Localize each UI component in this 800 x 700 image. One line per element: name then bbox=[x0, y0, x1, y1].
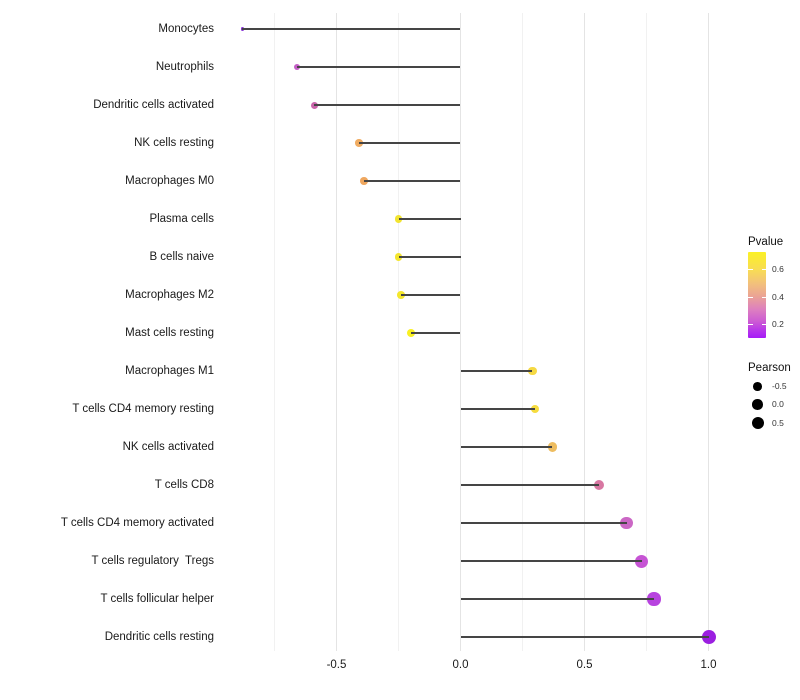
lollipop-dot bbox=[394, 253, 403, 261]
gridline-major bbox=[336, 13, 337, 651]
colorbar-tick-label: 0.4 bbox=[772, 291, 784, 302]
lollipop-dot bbox=[355, 139, 363, 147]
x-tick-label: 1.0 bbox=[700, 659, 717, 671]
colorbar-tick bbox=[761, 269, 766, 271]
x-tick-label: 0.0 bbox=[452, 659, 469, 671]
lollipop-dot bbox=[528, 366, 537, 376]
category-label: Plasma cells bbox=[149, 213, 214, 225]
category-label: Macrophages M2 bbox=[125, 289, 214, 301]
lollipop-stem bbox=[363, 180, 461, 182]
category-label: NK cells resting bbox=[134, 137, 214, 149]
pearson-legend-dot bbox=[753, 382, 762, 391]
lollipop-dot bbox=[394, 215, 403, 223]
gridline-minor bbox=[646, 13, 647, 651]
gridline-major bbox=[708, 13, 709, 651]
lollipop-stem bbox=[460, 598, 654, 600]
colorbar-tick bbox=[761, 323, 766, 325]
colorbar-tick bbox=[748, 296, 753, 298]
category-label: Dendritic cells resting bbox=[104, 631, 214, 643]
x-tick-label: -0.5 bbox=[326, 659, 347, 671]
gridline-minor bbox=[274, 13, 275, 651]
category-label: T cells regulatory Tregs bbox=[91, 555, 214, 567]
colorbar-tick-label: 0.2 bbox=[772, 318, 784, 329]
lollipop-dot bbox=[530, 404, 540, 414]
category-label: Macrophages M1 bbox=[125, 365, 214, 377]
lollipop-stem bbox=[460, 484, 600, 486]
lollipop-dot bbox=[594, 480, 605, 490]
category-label: T cells CD8 bbox=[154, 479, 214, 491]
lollipop-stem bbox=[460, 408, 535, 410]
category-label: B cells naive bbox=[149, 251, 214, 263]
gridline-major bbox=[460, 13, 461, 651]
lollipop-dot bbox=[620, 516, 633, 530]
lollipop-stem bbox=[460, 636, 709, 638]
category-label: T cells CD4 memory activated bbox=[60, 517, 214, 529]
category-label: T cells follicular helper bbox=[100, 593, 214, 605]
lollipop-dot bbox=[701, 630, 716, 644]
pearson-legend: Pearson -0.5 0.0 0.5 bbox=[748, 362, 800, 437]
lollipop-stem bbox=[460, 446, 553, 448]
gridline-major bbox=[584, 13, 585, 651]
lollipop-stem bbox=[410, 332, 461, 334]
lollipop-stem bbox=[398, 256, 461, 258]
gridline-minor bbox=[522, 13, 523, 651]
lollipop-dot bbox=[240, 27, 244, 31]
pearson-legend-label: 0.5 bbox=[772, 417, 784, 428]
lollipop-stem bbox=[314, 104, 461, 106]
pearson-legend-dot bbox=[752, 399, 763, 411]
x-tick-label: 0.5 bbox=[576, 659, 593, 671]
lollipop-stem bbox=[296, 66, 461, 68]
category-label: Monocytes bbox=[158, 23, 214, 35]
lollipop-dot bbox=[635, 554, 649, 568]
category-label: T cells CD4 memory resting bbox=[72, 403, 214, 415]
pearson-legend-dot bbox=[751, 417, 764, 429]
pearson-legend-label: 0.0 bbox=[772, 399, 784, 410]
category-label: Macrophages M0 bbox=[125, 175, 214, 187]
pearson-legend-label: -0.5 bbox=[772, 381, 787, 391]
category-label: NK cells activated bbox=[122, 441, 214, 453]
colorbar-tick bbox=[761, 296, 766, 298]
lollipop-stem bbox=[400, 294, 461, 296]
colorbar-tick bbox=[748, 323, 753, 325]
category-label: Neutrophils bbox=[155, 61, 214, 73]
category-label: Dendritic cells activated bbox=[93, 99, 214, 111]
pvalue-legend: Pvalue 0.6 0.4 0.2 bbox=[748, 236, 800, 346]
lollipop-stem bbox=[460, 560, 642, 562]
pvalue-colorbar bbox=[748, 252, 766, 338]
lollipop-stem bbox=[358, 142, 461, 144]
gridline-minor bbox=[398, 13, 399, 651]
colorbar-tick-label: 0.6 bbox=[772, 264, 784, 275]
pearson-legend-title: Pearson bbox=[748, 362, 791, 374]
category-label: Mast cells resting bbox=[125, 327, 214, 339]
lollipop-stem bbox=[398, 218, 461, 220]
lollipop-stem bbox=[460, 370, 533, 372]
colorbar-tick bbox=[748, 269, 753, 271]
pvalue-legend-title: Pvalue bbox=[748, 236, 784, 248]
lollipop-stem bbox=[242, 28, 461, 30]
lollipop-stem bbox=[460, 522, 627, 524]
